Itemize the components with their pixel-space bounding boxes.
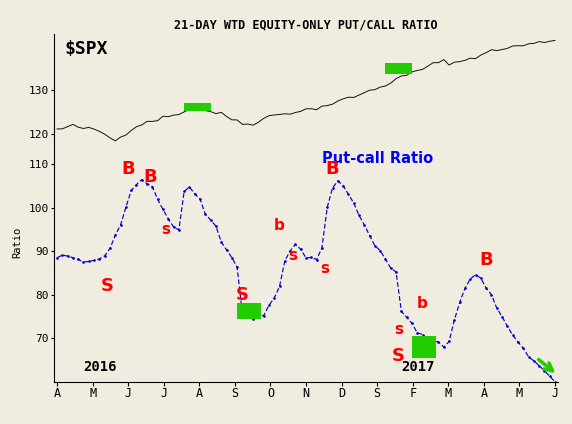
Text: s: s [320,261,329,276]
Text: b: b [274,218,285,233]
Bar [184,103,210,111]
Text: B: B [122,160,136,178]
Text: B: B [479,251,493,269]
Text: B: B [143,168,157,186]
Text: s: s [394,322,403,337]
Text: s: s [161,222,170,237]
Text: Ratio: Ratio [12,227,22,258]
Text: S: S [101,277,114,295]
Text: 2016: 2016 [84,360,117,374]
Bar [386,63,412,74]
Title: 21-DAY WTD EQUITY-ONLY PUT/CALL RATIO: 21-DAY WTD EQUITY-ONLY PUT/CALL RATIO [174,18,438,31]
Text: Put-call Ratio: Put-call Ratio [322,151,433,166]
Text: 2017: 2017 [402,360,435,374]
Bar [237,304,261,318]
Bar [412,336,436,358]
Text: B: B [325,160,339,178]
Text: S: S [236,286,249,304]
Text: s: s [288,248,297,263]
Text: S: S [392,346,405,365]
Text: b: b [417,296,428,311]
Text: $SPX: $SPX [65,40,109,59]
